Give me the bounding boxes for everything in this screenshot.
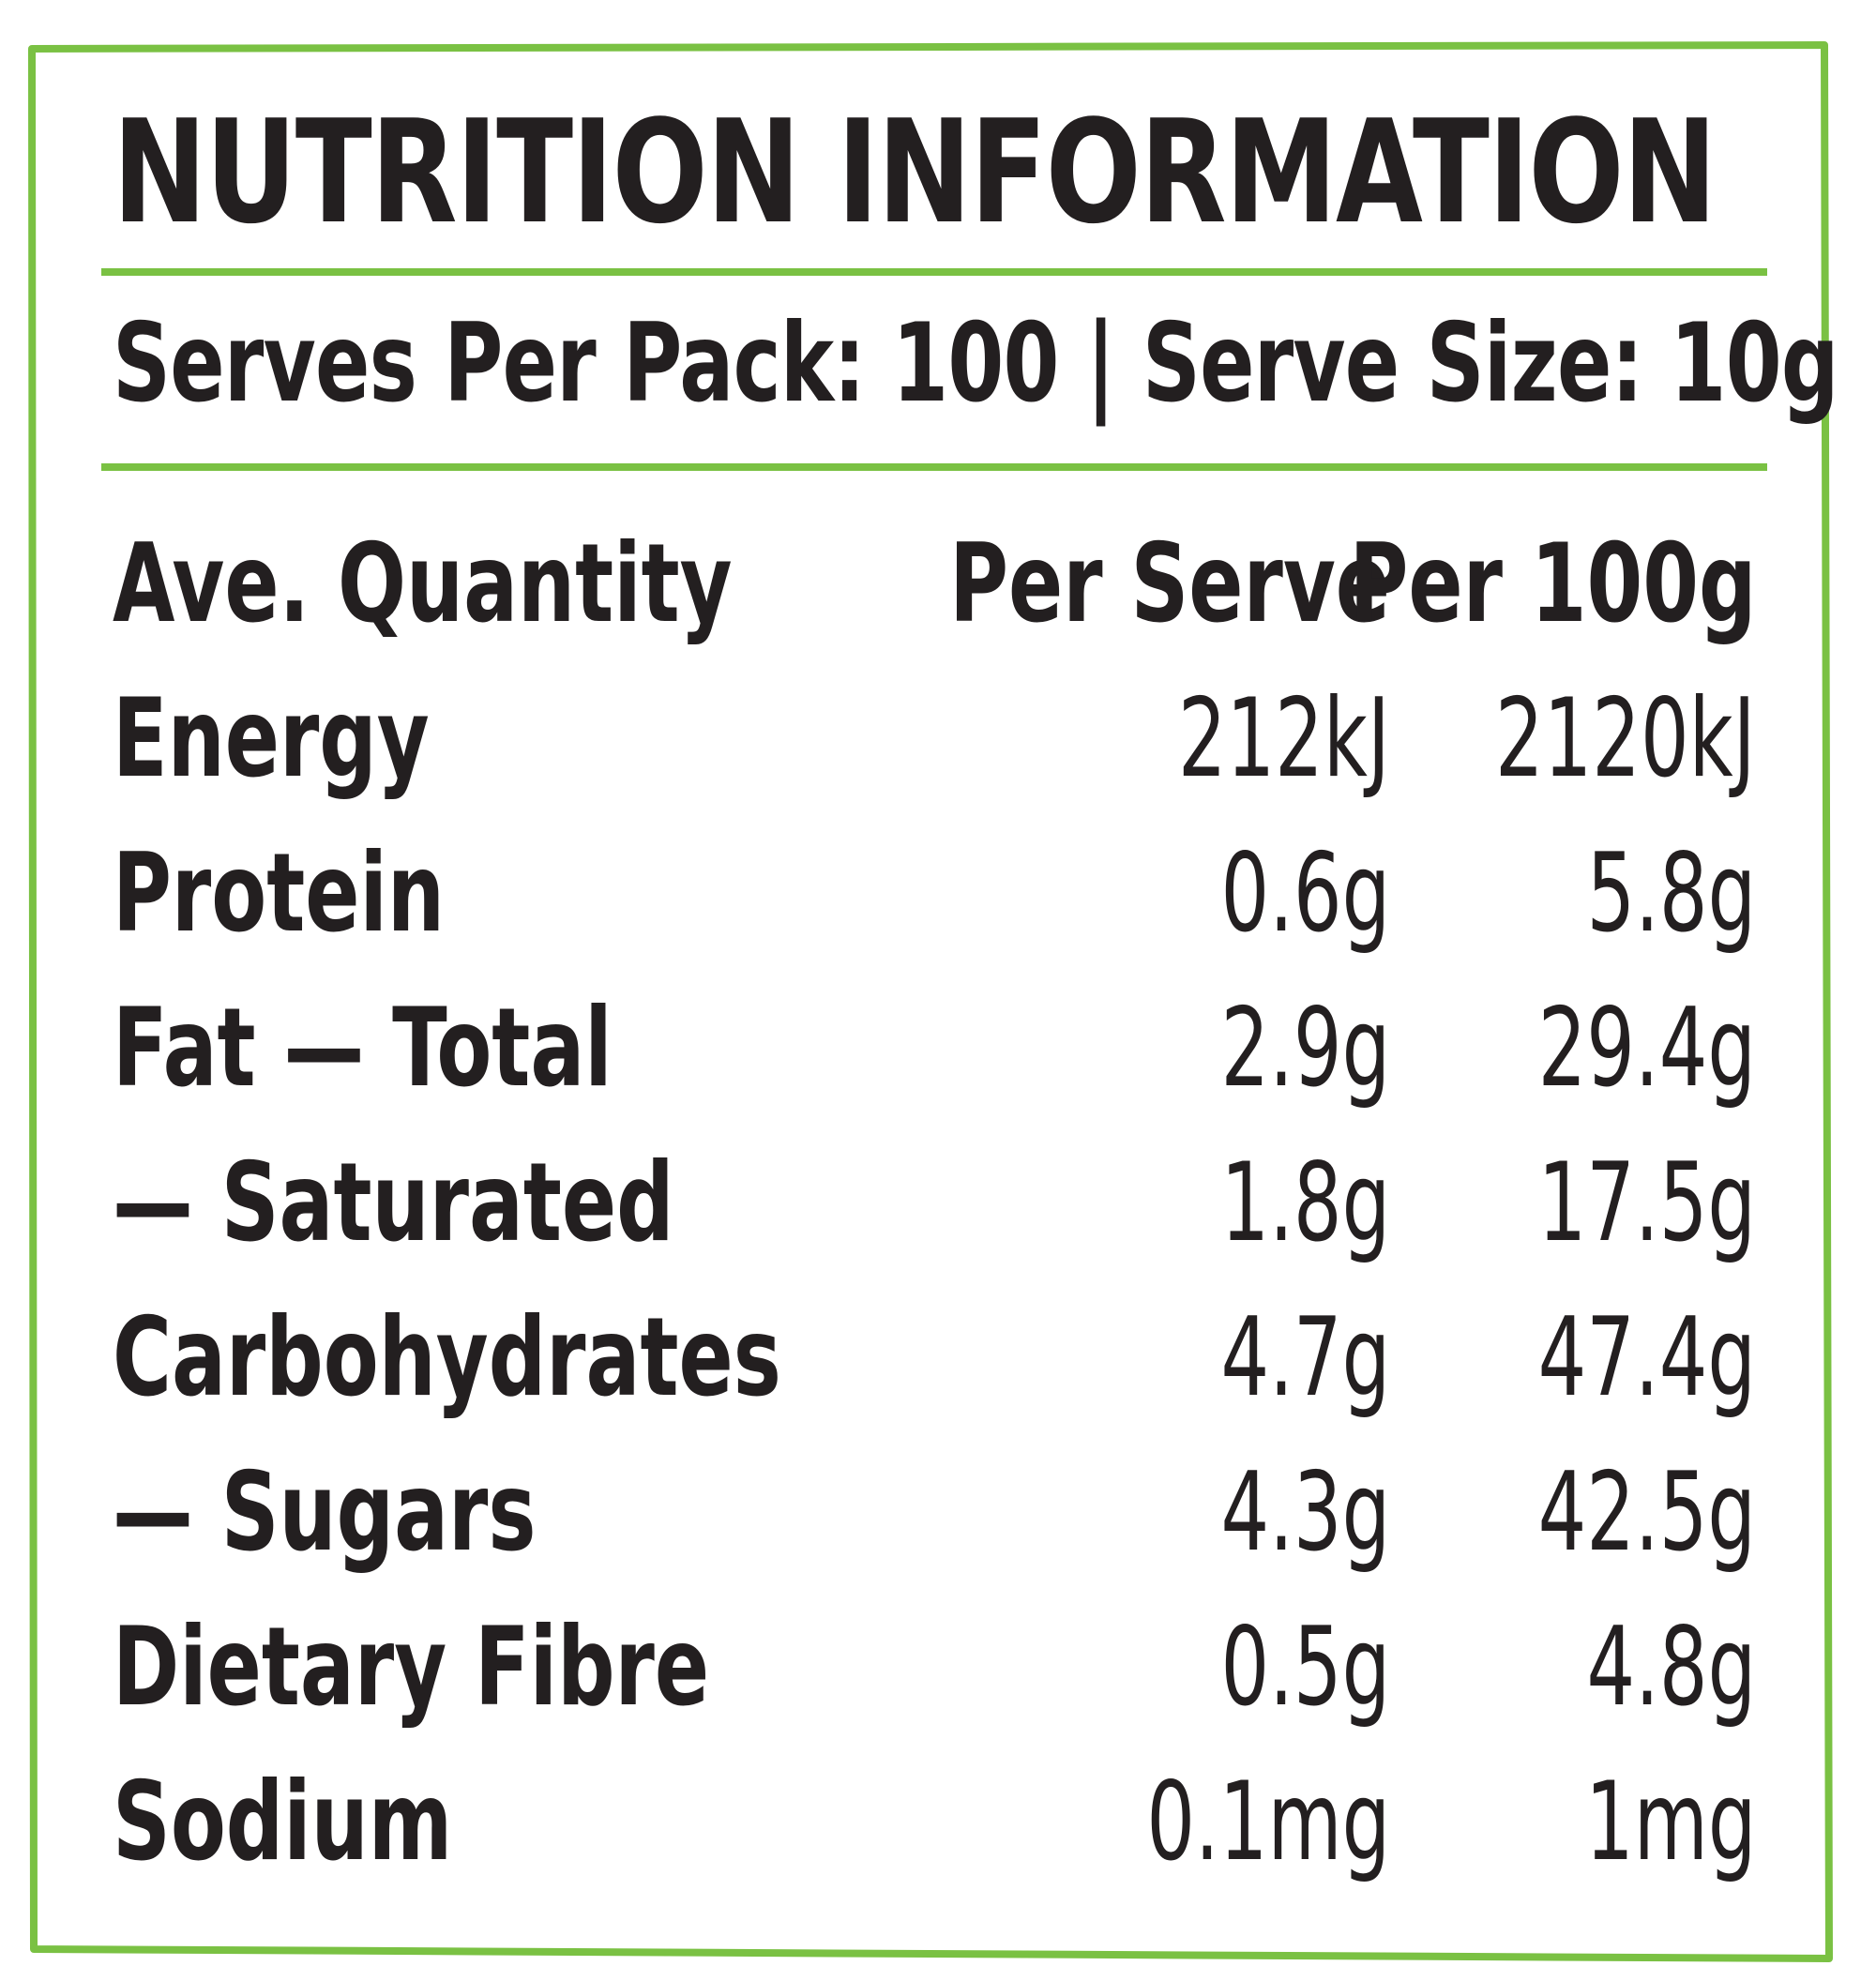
per-serve-value: 1.8g (1220, 1140, 1390, 1266)
table-row: Carbohydrates 4.7g 47.4g (101, 1304, 1767, 1416)
nutrient-name: Sodium (113, 1759, 453, 1885)
per-100g-value: 1mg (1584, 1759, 1756, 1885)
nutrient-name: Dietary Fibre (113, 1604, 710, 1731)
per-serve-value: 0.6g (1220, 830, 1390, 957)
nutrient-name: Carbohydrates (113, 1294, 781, 1421)
per-100g-value: 47.4g (1537, 1294, 1756, 1421)
per-serve-value: 0.1mg (1146, 1759, 1390, 1885)
page-title: NUTRITION INFORMATION (113, 89, 1717, 255)
nutrient-name: Energy (113, 675, 430, 802)
per-serve-value: 212kJ (1178, 675, 1390, 802)
per-100g-value: 29.4g (1537, 985, 1756, 1111)
column-header-per-serve: Per Serve (949, 521, 1390, 647)
per-100g-value: 5.8g (1586, 830, 1756, 957)
per-100g-value: 42.5g (1537, 1449, 1756, 1576)
table-header: Ave. Quantity Per Serve Per 100g (101, 530, 1767, 643)
table-row: Sodium 0.1mg 1mg (101, 1768, 1767, 1881)
table-row: Protein 0.6g 5.8g (101, 839, 1767, 952)
per-serve-value: 2.9g (1220, 985, 1390, 1111)
per-100g-value: 17.5g (1537, 1140, 1756, 1266)
divider-top (101, 268, 1767, 276)
per-100g-value: 2120kJ (1495, 675, 1756, 802)
nutrient-name: Protein (113, 830, 446, 957)
column-header-per-100g: Per 100g (1349, 521, 1756, 647)
serving-info: Serves Per Pack: 100 | Serve Size: 10g (113, 300, 1838, 427)
table-row: Dietary Fibre 0.5g 4.8g (101, 1613, 1767, 1726)
nutrient-name: — Saturated (113, 1140, 674, 1266)
per-serve-value: 0.5g (1220, 1604, 1390, 1731)
nutrient-name: Fat — Total (113, 985, 613, 1111)
divider-bottom (101, 463, 1767, 471)
table-row: Energy 212kJ 2120kJ (101, 685, 1767, 797)
per-100g-value: 4.8g (1586, 1604, 1756, 1731)
hand-drawn-border (28, 41, 1833, 1962)
table-row: Fat — Total 2.9g 29.4g (101, 994, 1767, 1107)
table-row: — Sugars 4.3g 42.5g (101, 1459, 1767, 1571)
nutrient-name: — Sugars (113, 1449, 537, 1576)
per-serve-value: 4.3g (1220, 1449, 1390, 1576)
nutrition-panel: NUTRITION INFORMATION Serves Per Pack: 1… (101, 0, 1838, 1981)
column-header-quantity: Ave. Quantity (113, 521, 733, 647)
per-serve-value: 4.7g (1220, 1294, 1390, 1421)
table-row: — Saturated 1.8g 17.5g (101, 1149, 1767, 1262)
